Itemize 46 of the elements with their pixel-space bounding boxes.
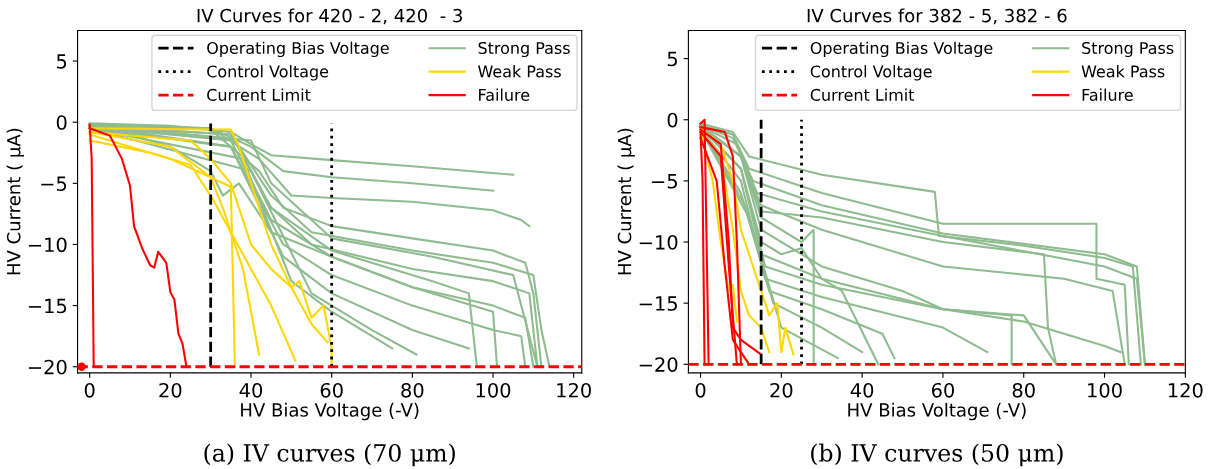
y-tick-label: −10 (28, 237, 67, 253)
legend-label: Strong Pass (1082, 41, 1174, 58)
x-tick-label: 60 (931, 382, 955, 398)
x-tick-label: 100 (476, 382, 511, 398)
legend-label: Current Limit (810, 88, 915, 101)
legend-label: Weak Pass (1081, 65, 1165, 78)
y-tick-label: −15 (639, 296, 677, 311)
text: (b) IV curves (50 μm) (811, 443, 1063, 467)
x-tick-label: 20 (770, 382, 793, 398)
y-tick-label: −15 (28, 298, 67, 314)
legend-label: Control Voltage (810, 65, 932, 81)
x-tick-label: 80 (1012, 382, 1035, 398)
y-tick-label: 5 (56, 54, 67, 69)
legend-label: Weak Pass (478, 65, 561, 78)
text: (a) IV curves (70 μm) (204, 443, 455, 467)
legend-label: Current Limit (207, 88, 311, 101)
y-axis-title: HV Current ( μA) (617, 128, 635, 275)
legend-label: Failure (479, 88, 530, 101)
y-tick-label: 5 (667, 51, 677, 67)
x-tick-label: 0 (695, 382, 706, 398)
x-axis-title: HV Bias Voltage (-V) (848, 402, 1026, 421)
y-tick-label: 0 (667, 112, 678, 128)
legend-label: Strong Pass (478, 41, 570, 58)
y-tick-label: 0 (56, 115, 67, 130)
y-tick-label: −20 (639, 357, 678, 372)
y-axis-title: HV Current ( μA) (6, 128, 25, 275)
y-tick-label: −5 (652, 174, 677, 189)
x-tick-label: 20 (159, 382, 182, 398)
x-tick-label: 40 (850, 382, 874, 398)
legend-label: Operating Bias Voltage (810, 41, 993, 58)
chart-title: IV Curves for 420 - 2, 420 - 3 (197, 8, 462, 25)
y-tick-label: −20 (28, 359, 67, 375)
x-tick-label: 40 (239, 382, 263, 398)
x-tick-label: 60 (320, 382, 343, 398)
legend-label: Failure (1082, 88, 1133, 101)
legend-label: Operating Bias Voltage (207, 41, 389, 58)
x-tick-label: 120 (557, 382, 591, 398)
x-axis-title: HV Bias Voltage (-V) (241, 402, 419, 421)
legend-label: Control Voltage (207, 65, 329, 81)
x-tick-label: 80 (401, 382, 424, 398)
chart-title: IV Curves for 382 - 5, 382 - 6 (807, 8, 1067, 25)
y-tick-label: −10 (639, 234, 678, 250)
x-tick-label: 100 (1088, 382, 1122, 398)
x-tick-label: 120 (1168, 382, 1203, 398)
x-tick-label: 0 (84, 382, 95, 398)
y-tick-label: −5 (41, 176, 67, 191)
